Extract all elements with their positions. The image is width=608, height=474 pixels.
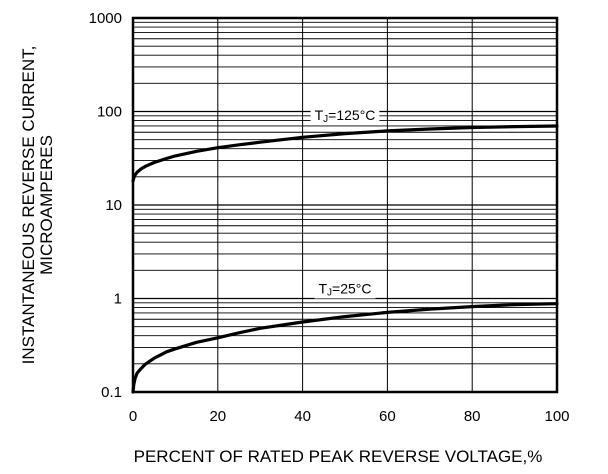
tick-labels: 0 20 40 60 80 100 0.1 1 10 100 1000 — [89, 10, 570, 425]
curve-labels: TJ=125°C TJ=25°C — [310, 102, 380, 299]
y-tick-label: 0.1 — [101, 384, 122, 401]
x-tick-label: 100 — [544, 408, 569, 425]
y-tick-label: 10 — [105, 197, 122, 214]
plot-frame — [131, 16, 559, 394]
series-line-2 — [131, 302, 559, 394]
series-label-background — [310, 102, 380, 125]
grid — [132, 18, 558, 393]
y-tick-label: 1000 — [89, 10, 122, 27]
series-label-1: TJ=125°C — [315, 107, 376, 125]
y-axis-title-line-1: INSTANTANEOUS REVERSE CURRENT, — [19, 46, 38, 365]
x-tick-label: 20 — [209, 408, 226, 425]
series-label-2: TJ=25°C — [318, 280, 371, 298]
y-tick-label: 100 — [97, 104, 122, 121]
x-tick-label: 40 — [294, 408, 311, 425]
series-line-1 — [131, 124, 559, 183]
x-tick-label: 60 — [379, 408, 396, 425]
x-axis-title: PERCENT OF RATED PEAK REVERSE VOLTAGE,% — [134, 447, 543, 466]
x-tick-label: 0 — [129, 408, 137, 425]
y-tick-label: 1 — [114, 291, 122, 308]
x-tick-label: 80 — [464, 408, 481, 425]
y-axis-title-line-2: MICROAMPERES — [37, 135, 56, 275]
curves — [131, 124, 559, 394]
series-label-background — [314, 276, 376, 299]
y-axis-title: INSTANTANEOUS REVERSE CURRENT, MICROAMPE… — [19, 46, 56, 365]
